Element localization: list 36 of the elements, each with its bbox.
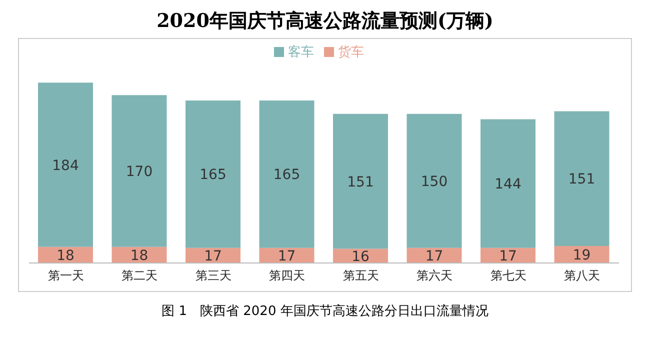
legend-label: 货车 (338, 45, 364, 60)
data-label: 17 (499, 248, 517, 264)
data-label: 165 (200, 167, 226, 184)
x-tick-label: 第八天 (564, 268, 600, 283)
data-label: 151 (347, 174, 374, 190)
x-tick-label: 第一天 (48, 268, 84, 283)
x-tick-label: 第六天 (416, 268, 453, 283)
bar (186, 100, 240, 248)
x-tick-label: 第七天 (490, 268, 526, 283)
data-label: 17 (278, 248, 296, 264)
data-label: 150 (420, 174, 448, 190)
bar (480, 119, 536, 248)
x-tick-label: 第二天 (122, 268, 158, 283)
bar (333, 114, 388, 249)
x-tick-label: 第五天 (342, 268, 379, 283)
data-label: 17 (204, 248, 222, 264)
data-label: 16 (352, 248, 370, 265)
bar (554, 111, 610, 246)
data-label: 18 (56, 248, 74, 264)
bar (406, 114, 462, 248)
data-label: 19 (572, 247, 591, 264)
x-tick-label: 第四天 (269, 268, 306, 283)
data-label: 170 (126, 164, 153, 180)
data-label: 18 (130, 248, 148, 264)
data-label: 151 (568, 172, 596, 188)
legend-label: 客车 (288, 45, 314, 60)
bar (38, 82, 93, 247)
data-label: 165 (273, 167, 300, 184)
caption: 图 1 陕西省 2020 年国庆节高速公路分日出口流量情况 (160, 303, 490, 320)
x-tick-label: 第三天 (195, 268, 232, 283)
data-label: 144 (494, 176, 522, 193)
chart-title: 2020年国庆节高速公路流量预测(万辆) (156, 9, 494, 34)
bar (112, 95, 167, 247)
bar (259, 100, 314, 248)
data-label: 184 (52, 158, 79, 174)
data-label: 17 (425, 248, 444, 264)
